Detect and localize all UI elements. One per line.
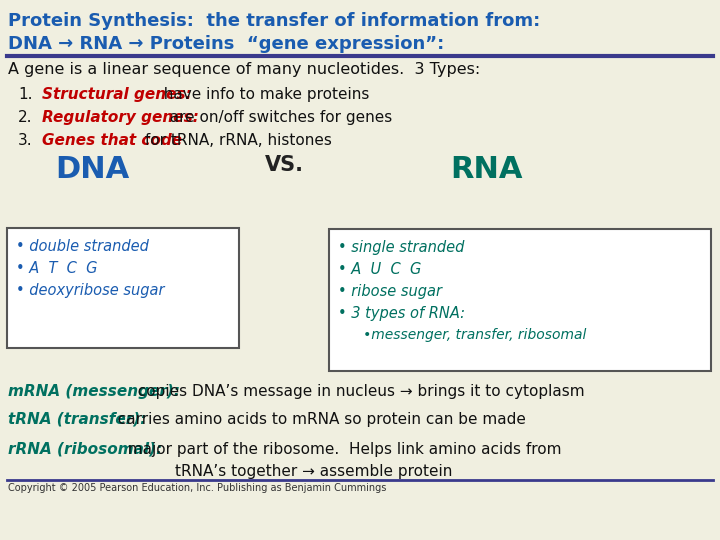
Text: 1.: 1. [18,87,32,102]
Text: A gene is a linear sequence of many nucleotides.  3 Types:: A gene is a linear sequence of many nucl… [8,62,480,77]
Text: DNA → RNA → Proteins  “gene expression”:: DNA → RNA → Proteins “gene expression”: [8,35,444,53]
Text: Genes that code: Genes that code [42,133,182,148]
Text: • 3 types of RNA:: • 3 types of RNA: [338,306,465,321]
Text: • single stranded: • single stranded [338,240,464,255]
Text: DNA: DNA [55,155,130,184]
Text: tRNA’s together → assemble protein: tRNA’s together → assemble protein [175,464,452,479]
Text: carries amino acids to mRNA so protein can be made: carries amino acids to mRNA so protein c… [108,412,526,427]
Text: copies DNA’s message in nucleus → brings it to cytoplasm: copies DNA’s message in nucleus → brings… [128,384,585,399]
Text: VS.: VS. [265,155,304,175]
Text: Protein Synthesis:  the transfer of information from:: Protein Synthesis: the transfer of infor… [8,12,540,30]
Text: Structural genes:: Structural genes: [42,87,192,102]
Text: Copyright © 2005 Pearson Education, Inc. Publishing as Benjamin Cummings: Copyright © 2005 Pearson Education, Inc.… [8,483,387,493]
Text: Regulatory genes:: Regulatory genes: [42,110,199,125]
Text: • ribose sugar: • ribose sugar [338,284,442,299]
Text: for tRNA, rRNA, histones: for tRNA, rRNA, histones [140,133,332,148]
Text: • double stranded: • double stranded [16,239,149,254]
Text: • deoxyribose sugar: • deoxyribose sugar [16,283,164,298]
Text: rRNA (ribosomal):: rRNA (ribosomal): [8,442,162,457]
Text: • A  T  C  G: • A T C G [16,261,97,276]
Text: are on/off switches for genes: are on/off switches for genes [160,110,392,125]
Text: •messenger, transfer, ribosomal: •messenger, transfer, ribosomal [350,328,586,342]
Text: • A  U  C  G: • A U C G [338,262,421,277]
Text: tRNA (transfer):: tRNA (transfer): [8,412,146,427]
FancyBboxPatch shape [7,228,239,348]
Text: major part of the ribosome.  Helps link amino acids from: major part of the ribosome. Helps link a… [118,442,562,457]
FancyBboxPatch shape [329,229,711,371]
Text: have info to make proteins: have info to make proteins [154,87,369,102]
Text: mRNA (messenger):: mRNA (messenger): [8,384,180,399]
Text: 3.: 3. [18,133,32,148]
Text: RNA: RNA [450,155,523,184]
Text: 2.: 2. [18,110,32,125]
